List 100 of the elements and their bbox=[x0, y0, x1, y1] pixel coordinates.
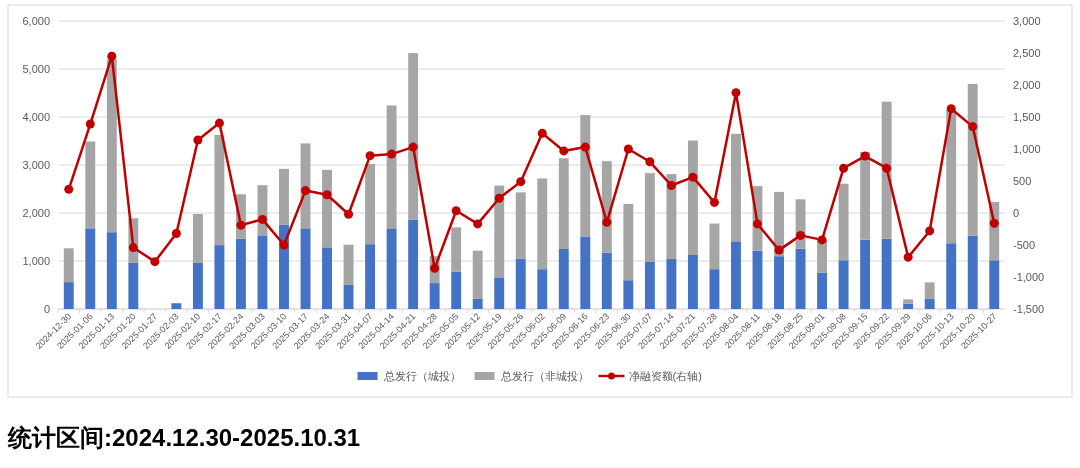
point bbox=[666, 180, 676, 190]
bar bbox=[731, 133, 741, 242]
point bbox=[85, 119, 95, 129]
y-tick-label: 4,000 bbox=[22, 111, 50, 123]
y2-tick-label: 1,500 bbox=[1013, 111, 1041, 123]
bar bbox=[451, 227, 462, 272]
bar bbox=[128, 262, 139, 309]
bar bbox=[709, 269, 720, 309]
y2-tick-label: 1,000 bbox=[1013, 143, 1041, 155]
point bbox=[796, 230, 806, 240]
bar bbox=[214, 135, 225, 246]
bar bbox=[795, 248, 806, 309]
bar bbox=[63, 282, 74, 309]
y-tick-label: 0 bbox=[43, 303, 50, 315]
point bbox=[731, 88, 741, 98]
point bbox=[752, 219, 762, 229]
bar bbox=[924, 282, 935, 299]
bar bbox=[494, 185, 505, 278]
y2-tick-label: 500 bbox=[1013, 175, 1032, 187]
point bbox=[968, 122, 978, 132]
bar bbox=[515, 192, 526, 259]
point bbox=[817, 235, 827, 245]
point bbox=[774, 245, 784, 255]
bar bbox=[666, 258, 677, 309]
point bbox=[171, 228, 181, 238]
y-tick-label: 3,000 bbox=[22, 159, 50, 171]
bar bbox=[408, 219, 419, 309]
y2-tick-label: 2,500 bbox=[1013, 47, 1041, 59]
bar bbox=[838, 183, 849, 261]
point bbox=[946, 104, 956, 114]
y2-tick-label: -1,500 bbox=[1013, 303, 1045, 315]
point bbox=[257, 214, 267, 224]
bar bbox=[386, 228, 397, 309]
bar bbox=[106, 59, 117, 233]
bar bbox=[558, 249, 569, 309]
bar bbox=[515, 258, 526, 309]
bar bbox=[494, 277, 505, 309]
point bbox=[580, 142, 590, 152]
bar bbox=[85, 228, 96, 309]
point bbox=[344, 209, 354, 219]
bar bbox=[192, 213, 203, 263]
point bbox=[537, 128, 547, 138]
bar bbox=[687, 255, 698, 309]
bar bbox=[967, 235, 978, 309]
point bbox=[925, 226, 935, 236]
bar bbox=[709, 223, 720, 270]
bar bbox=[558, 158, 569, 249]
point bbox=[839, 163, 849, 173]
bar bbox=[731, 241, 741, 309]
bar bbox=[451, 271, 462, 309]
bar bbox=[279, 168, 289, 225]
bar bbox=[171, 303, 182, 309]
bar bbox=[322, 169, 332, 248]
bar bbox=[214, 245, 225, 309]
bar bbox=[687, 140, 698, 255]
y-tick-label: 5,000 bbox=[22, 63, 50, 75]
legend-label: 净融资额(右轴) bbox=[628, 370, 702, 382]
bar bbox=[257, 236, 268, 309]
y-tick-label: 6,000 bbox=[22, 15, 50, 27]
bar bbox=[946, 109, 957, 244]
bar bbox=[365, 164, 376, 245]
bar bbox=[343, 244, 354, 285]
bar bbox=[580, 236, 591, 309]
bar bbox=[322, 247, 332, 309]
bar bbox=[924, 298, 935, 309]
bar bbox=[838, 260, 849, 309]
bar bbox=[860, 239, 871, 309]
bar bbox=[537, 178, 548, 270]
y-tick-label: 2,000 bbox=[22, 207, 50, 219]
point bbox=[365, 151, 375, 161]
bar bbox=[644, 173, 655, 262]
bar bbox=[644, 261, 655, 309]
point bbox=[516, 177, 526, 187]
bar bbox=[537, 269, 548, 309]
bar bbox=[946, 243, 957, 309]
bar bbox=[817, 239, 828, 273]
point bbox=[387, 149, 397, 159]
point bbox=[214, 118, 224, 128]
point bbox=[128, 243, 138, 253]
point bbox=[882, 163, 892, 173]
y2-tick-label: -1,000 bbox=[1013, 271, 1045, 283]
y-tick-label: 1,000 bbox=[22, 255, 50, 267]
bar bbox=[472, 250, 483, 299]
bar bbox=[601, 252, 612, 309]
bar bbox=[472, 298, 483, 309]
text: 统计区间:2024.12.30-2025.10.31 bbox=[7, 424, 361, 451]
point bbox=[301, 186, 311, 196]
bar bbox=[386, 105, 397, 229]
bar bbox=[106, 232, 117, 309]
bar bbox=[903, 299, 914, 304]
bar bbox=[903, 303, 914, 309]
bar bbox=[580, 115, 591, 237]
point bbox=[150, 257, 160, 267]
point bbox=[408, 142, 418, 152]
point bbox=[903, 252, 913, 262]
legend-label: 总发行（城投） bbox=[382, 370, 461, 382]
bar bbox=[774, 256, 784, 309]
bar bbox=[752, 250, 763, 309]
point bbox=[64, 184, 74, 194]
point bbox=[193, 135, 203, 145]
